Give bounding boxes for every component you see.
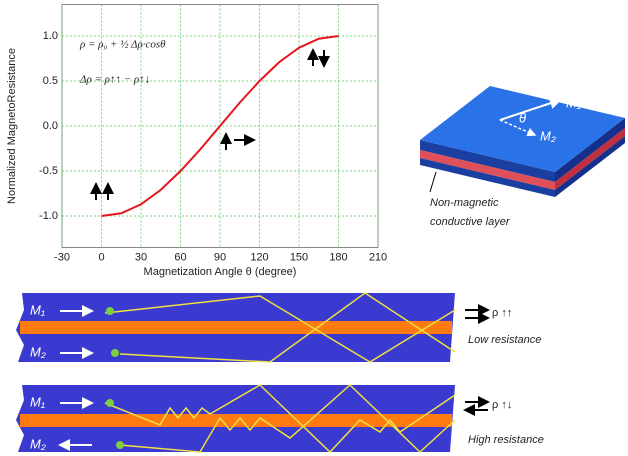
- x-tick-label: 180: [329, 251, 347, 263]
- y-tick-label: -1.0: [39, 210, 58, 222]
- current-arrows: [465, 402, 488, 410]
- m2-label: M₂: [30, 436, 46, 451]
- antiparallel-strip: [16, 385, 455, 452]
- angle-label: θ: [519, 110, 526, 125]
- resistance-symbol: ρ ↑↓: [492, 399, 512, 411]
- parallel-strip: [16, 293, 455, 362]
- y-axis-label: Normalized MagnetoResistance: [6, 48, 18, 204]
- x-tick-label: 0: [98, 251, 104, 263]
- x-tick-label: 150: [290, 251, 308, 263]
- x-tick-label: -30: [54, 251, 70, 263]
- x-tick-label: 30: [135, 251, 147, 263]
- caption: Low resistance: [468, 334, 541, 346]
- y-tick-label: 0.0: [43, 120, 58, 132]
- m2-label: M₂: [30, 344, 46, 359]
- figure: -300306090120150180210-1.0-0.50.00.51.0 …: [0, 0, 628, 456]
- caption: High resistance: [468, 434, 544, 446]
- pointer: [430, 172, 436, 192]
- x-tick-label: 210: [369, 251, 387, 263]
- caption: conductive layer: [430, 216, 511, 228]
- y-tick-label: 1.0: [43, 30, 58, 42]
- m1-label: M₁: [30, 302, 45, 317]
- current-arrows: [465, 310, 488, 318]
- y-tick-label: -0.5: [39, 165, 58, 177]
- resistance-symbol: ρ ↑↑: [492, 307, 512, 319]
- m1-label: M₁: [566, 95, 581, 110]
- spin-arrows: [96, 50, 324, 200]
- m2-label: M₂: [540, 128, 556, 143]
- caption: Non-magnetic: [430, 197, 499, 209]
- x-tick-label: 60: [174, 251, 186, 263]
- x-tick-label: 120: [250, 251, 268, 263]
- layer-stack: [420, 86, 625, 197]
- x-tick-label: 90: [214, 251, 226, 263]
- x-axis-label: Magnetization Angle θ (degree): [144, 266, 297, 278]
- formula: Δρ = ρ↑↑ − ρ↑↓: [79, 74, 150, 86]
- y-tick-label: 0.5: [43, 75, 58, 87]
- m1-label: M₁: [30, 394, 45, 409]
- formula: ρ = ρ₀ + ½ Δρ·cosθ: [79, 39, 166, 51]
